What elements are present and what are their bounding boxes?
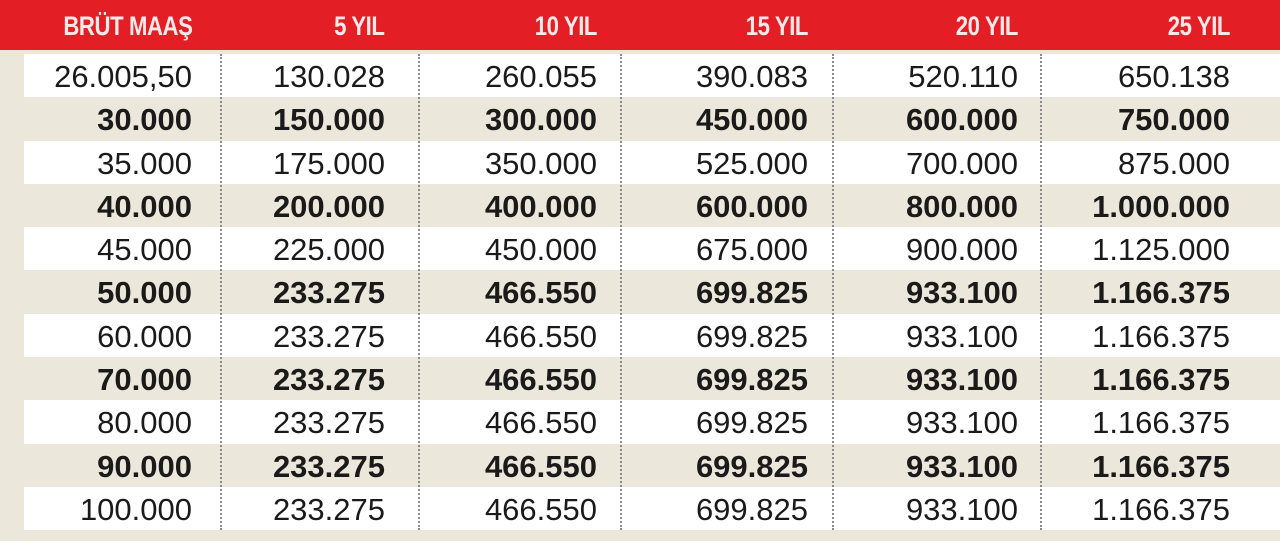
table-cell: 260.055 [484, 59, 597, 94]
table-cell: 100.000 [79, 491, 192, 527]
table-cell: 1.166.375 [1092, 318, 1230, 354]
table-cell: 1.166.375 [1092, 405, 1230, 441]
table-row: 26.005,50 130.028 260.055 390.083 520.110 650… [24, 54, 1280, 98]
table-cell: 900.000 [905, 232, 1018, 268]
table-cell: 350.000 [484, 145, 597, 181]
table-cell: 90.000 [97, 448, 192, 484]
table-cell: 933.100 [905, 405, 1018, 441]
table-cell: 1.000.000 [1092, 188, 1230, 224]
table-cell: 1.166.375 [1092, 362, 1230, 398]
table-cell: 450.000 [484, 232, 597, 268]
table-cell: 466.550 [484, 318, 597, 354]
table-cell: 1.125.000 [1092, 232, 1230, 268]
table-cell: 130.028 [272, 59, 385, 94]
column-divider [620, 54, 622, 530]
column-header: 10 YIL [534, 11, 598, 41]
table-cell: 466.550 [484, 448, 597, 484]
table-cell: 875.000 [1117, 145, 1230, 181]
table-cell: 1.166.375 [1092, 491, 1230, 527]
table-row: 90.000 233.275 466.550 699.825 933.100 1.166.… [24, 443, 1280, 487]
table-cell: 400.000 [484, 188, 597, 224]
table-cell: 233.275 [272, 275, 385, 311]
table-cell: 40.000 [97, 188, 192, 224]
column-divider [832, 54, 834, 530]
table-cell: 600.000 [695, 188, 808, 224]
table-cell: 466.550 [484, 491, 597, 527]
table-cell: 699.825 [695, 275, 808, 311]
column-divider [418, 54, 420, 530]
table-cell: 699.825 [695, 448, 808, 484]
table-row: 30.000 150.000 300.000 450.000 600.000 750.00… [24, 97, 1280, 141]
column-header: 5 YIL [334, 11, 386, 41]
table-cell: 650.138 [1117, 59, 1230, 94]
table-cell: 699.825 [695, 318, 808, 354]
table-row: 100.000 233.275 466.550 699.825 933.100 1.166… [24, 486, 1280, 531]
table-cell: 520.110 [908, 59, 1018, 94]
table-cell: 175.000 [272, 145, 385, 181]
table-cell: 699.825 [695, 491, 808, 527]
table-row: 40.000 200.000 400.000 600.000 800.000 1.000.… [24, 183, 1280, 228]
column-header: 15 YIL [745, 11, 809, 41]
table-row: 35.000 175.000 350.000 525.000 700.000 875.00… [24, 140, 1280, 184]
table-cell: 60.000 [97, 318, 192, 354]
table-cell: 675.000 [695, 232, 808, 268]
table-cell: 699.825 [695, 405, 808, 441]
table-cell: 750.000 [1117, 102, 1230, 138]
table-cell: 1.166.375 [1092, 448, 1230, 484]
table-cell: 1.166.375 [1092, 275, 1230, 311]
table-cell: 50.000 [97, 275, 192, 311]
table-header: BRÜT MAAŞ 5 YIL 10 YIL 15 YIL 20 YIL 25 YIL [0, 0, 1280, 50]
table-cell: 525.000 [695, 145, 808, 181]
table-cell: 225.000 [272, 232, 385, 268]
table-body: 26.005,50 130.028 260.055 390.083 520.110 650… [24, 54, 1280, 531]
table-cell: 933.100 [905, 491, 1018, 527]
table-cell: 699.825 [695, 362, 808, 398]
table-cell: 233.275 [272, 491, 385, 527]
column-divider [220, 54, 222, 530]
column-divider [1040, 54, 1042, 530]
table-cell: 80.000 [97, 405, 192, 441]
table-cell: 233.275 [272, 318, 385, 354]
table-cell: 300.000 [484, 102, 597, 138]
table-cell: 233.275 [272, 448, 385, 484]
table-cell: 150.000 [272, 102, 385, 138]
table-cell: 600.000 [905, 102, 1018, 138]
table-cell: 933.100 [905, 318, 1018, 354]
table-cell: 35.000 [97, 145, 192, 181]
table-row: 80.000 233.275 466.550 699.825 933.100 1.166.… [24, 400, 1280, 444]
table-cell: 70.000 [97, 362, 192, 398]
table-row: 50.000 233.275 466.550 699.825 933.100 1.166.… [24, 270, 1280, 314]
column-header: 20 YIL [955, 11, 1019, 41]
column-header: 25 YIL [1167, 11, 1231, 41]
table-cell: 933.100 [905, 362, 1018, 398]
column-header: BRÜT MAAŞ [62, 11, 193, 41]
table-cell: 30.000 [97, 102, 192, 138]
table-cell: 390.083 [695, 59, 808, 94]
table-row: 60.000 233.275 466.550 699.825 933.100 1.166.… [24, 313, 1280, 358]
table-cell: 450.000 [695, 102, 808, 138]
table-cell: 933.100 [905, 448, 1018, 484]
table-row: 45.000 225.000 450.000 675.000 900.000 1.125.… [24, 227, 1280, 271]
table-cell: 233.275 [272, 362, 385, 398]
table-cell: 466.550 [484, 405, 597, 441]
table-cell: 200.000 [272, 188, 385, 224]
table-cell: 26.005,50 [54, 59, 192, 94]
table-cell: 466.550 [484, 362, 597, 398]
table-row: 70.000 233.275 466.550 699.825 933.100 1.166.… [24, 357, 1280, 401]
table-cell: 45.000 [97, 232, 192, 268]
table-cell: 933.100 [905, 275, 1018, 311]
table-cell: 466.550 [484, 275, 597, 311]
table-cell: 700.000 [905, 145, 1018, 181]
table-cell: 233.275 [272, 405, 385, 441]
table-cell: 800.000 [905, 188, 1018, 224]
